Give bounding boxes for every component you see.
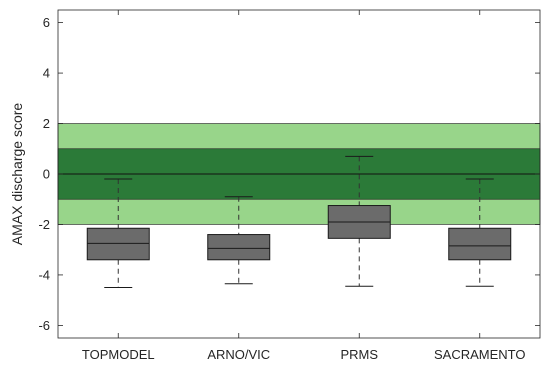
x-category-label: TOPMODEL <box>82 347 155 362</box>
box-topmodel <box>86 178 150 289</box>
y-tick-label: 6 <box>43 15 50 30</box>
box-arno-vic <box>207 196 271 285</box>
box-prms <box>327 155 391 287</box>
iqr-box <box>207 234 271 261</box>
y-axis-label: AMAX discharge score <box>9 103 25 246</box>
box-group <box>86 155 512 289</box>
y-tick-label: -2 <box>38 217 50 232</box>
box-sacramento <box>448 178 512 287</box>
x-category-label: ARNO/VIC <box>207 347 270 362</box>
iqr-box <box>448 227 512 261</box>
y-tick-label: -6 <box>38 318 50 333</box>
y-tick-label: 2 <box>43 116 50 131</box>
x-axis-ticks: TOPMODEL ARNO/VIC PRMS SACRAMENTO <box>82 10 526 362</box>
x-category-label: PRMS <box>340 347 378 362</box>
iqr-box <box>86 227 150 261</box>
y-tick-label: 0 <box>43 167 50 182</box>
x-category-label: SACRAMENTO <box>434 347 526 362</box>
y-tick-label: -4 <box>38 267 50 282</box>
y-tick-label: 4 <box>43 66 50 81</box>
y-axis-ticks: -6 -4 -2 0 2 4 6 <box>38 15 540 333</box>
